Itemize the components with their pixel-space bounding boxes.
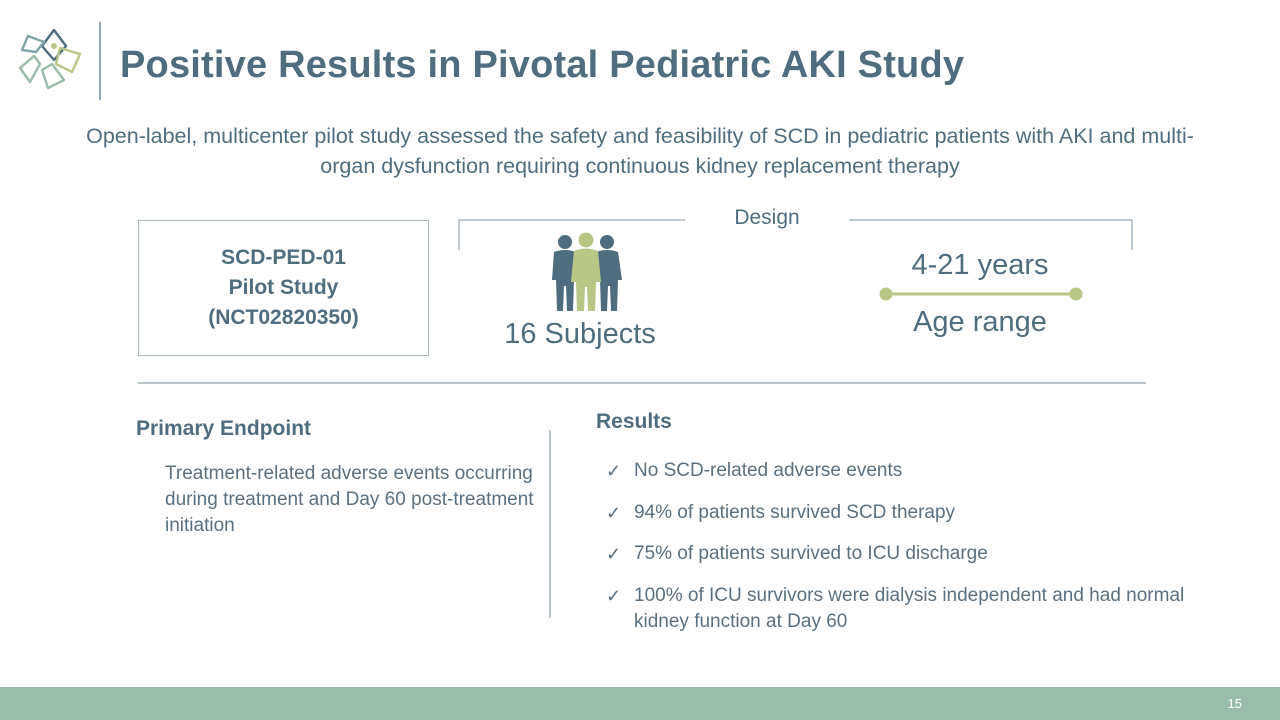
list-item: ✓ 94% of patients survived SCD therapy — [606, 500, 1206, 526]
age-range-line-icon — [879, 287, 1083, 301]
list-item: ✓ No SCD-related adverse events — [606, 458, 1206, 484]
title-divider — [99, 22, 101, 100]
age-range-label: Age range — [913, 306, 1047, 338]
people-group-icon — [552, 232, 622, 311]
age-range-value: 4-21 years — [911, 249, 1049, 281]
results-heading: Results — [596, 410, 672, 433]
page-title: Positive Results in Pivotal Pediatric AK… — [120, 44, 965, 86]
section-divider — [138, 382, 1146, 384]
study-type-line: Pilot Study — [228, 276, 339, 299]
result-text: 100% of ICU survivors were dialysis inde… — [634, 584, 1185, 632]
list-item: ✓ 75% of patients survived to ICU dischar… — [606, 541, 1206, 567]
study-nct-line: (NCT02820350) — [208, 306, 359, 329]
page-number: 15 — [1227, 696, 1242, 711]
check-icon: ✓ — [606, 461, 622, 481]
check-icon: ✓ — [606, 544, 622, 564]
study-id-line: SCD-PED-01 — [221, 246, 346, 269]
column-divider — [549, 430, 551, 618]
result-text: 75% of patients survived to ICU discharg… — [634, 543, 988, 564]
results-list: ✓ No SCD-related adverse events ✓ 94% of p… — [606, 458, 1206, 650]
check-icon: ✓ — [606, 585, 622, 606]
flower-logo-icon — [18, 28, 82, 90]
study-description: Open-label, multicenter pilot study asse… — [86, 124, 1194, 178]
primary-endpoint-heading: Primary Endpoint — [136, 417, 312, 440]
footer-bar — [0, 687, 1280, 720]
result-text: No SCD-related adverse events — [634, 460, 903, 481]
result-text: 94% of patients survived SCD therapy — [634, 501, 956, 523]
list-item: ✓ 100% of ICU survivors were dialysis ind… — [606, 583, 1206, 635]
design-label: Design — [685, 206, 849, 230]
subjects-count: 16 Subjects — [504, 318, 656, 350]
check-icon: ✓ — [606, 502, 622, 523]
primary-endpoint-text: Treatment-related adverse events occurri… — [165, 463, 534, 536]
study-id-box: SCD-PED-01 Pilot Study (NCT02820350) — [138, 220, 429, 356]
